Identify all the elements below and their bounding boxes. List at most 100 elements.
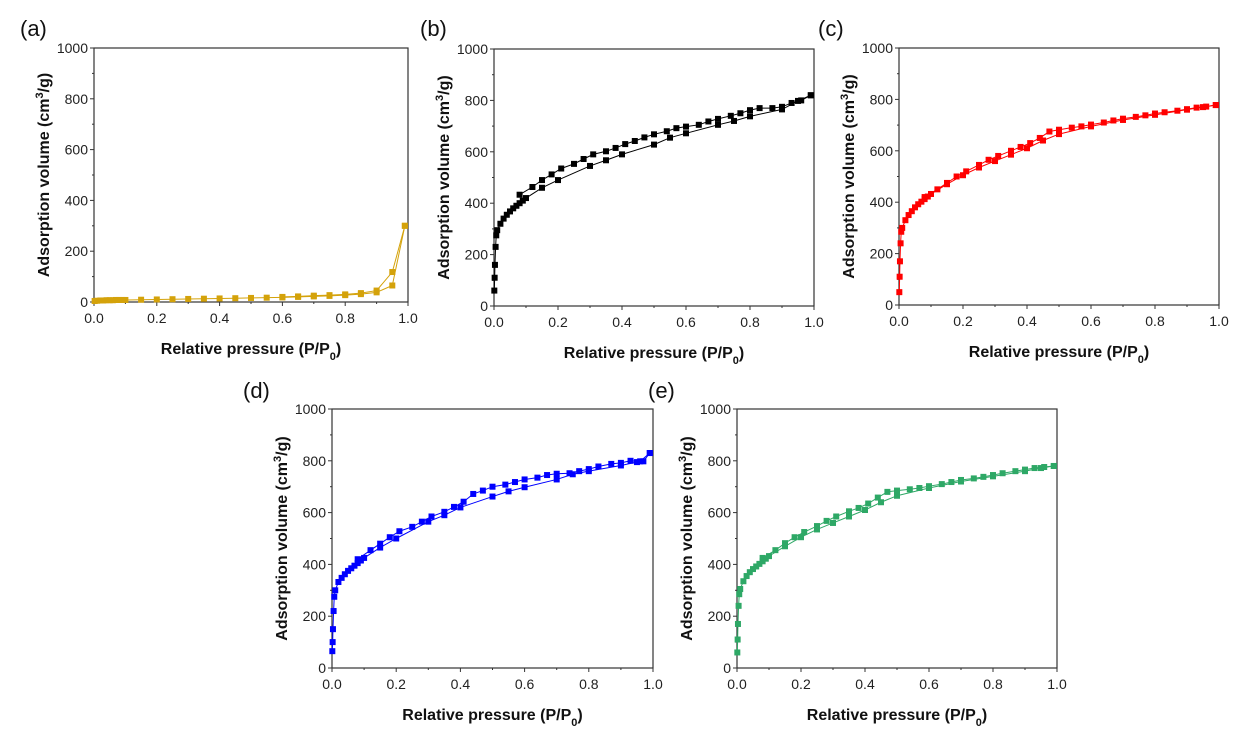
adsorption-point bbox=[329, 626, 336, 633]
adsorption-point bbox=[862, 507, 868, 514]
desorption-point bbox=[386, 534, 393, 541]
desorption-point bbox=[373, 287, 380, 294]
desorption-point bbox=[1110, 117, 1117, 124]
desorption-point bbox=[747, 107, 753, 114]
adsorption-point bbox=[992, 158, 998, 165]
desorption-point bbox=[798, 97, 805, 104]
adsorption-point bbox=[555, 177, 561, 184]
adsorption-point bbox=[332, 587, 339, 594]
desorption-point bbox=[310, 292, 317, 299]
desorption-point bbox=[823, 517, 830, 524]
y-tick-label: 600 bbox=[303, 505, 327, 521]
y-axis-label-main: Adsorption volume (cm bbox=[274, 462, 291, 641]
desorption-point bbox=[553, 470, 560, 477]
adsorption-point bbox=[494, 227, 501, 234]
desorption-line bbox=[282, 225, 406, 298]
x-axis-label-end: ) bbox=[577, 707, 582, 724]
adsorption-point bbox=[735, 602, 742, 609]
adsorption-point bbox=[908, 208, 915, 215]
adsorption-point bbox=[912, 204, 918, 211]
adsorption-point bbox=[491, 287, 498, 294]
x-tick-label: 0.4 bbox=[1017, 313, 1037, 329]
desorption-point bbox=[641, 134, 648, 141]
panel-a: (a) 0.0 0.2 0.4 0.6 0.8 1.0 0 200 400 600 800 1000 Re… bbox=[20, 16, 418, 363]
desorption-point bbox=[576, 468, 583, 475]
x-tick-label: 0.4 bbox=[612, 314, 632, 330]
desorption-point bbox=[558, 165, 565, 172]
desorption-point bbox=[389, 269, 396, 276]
panel-label: (b) bbox=[420, 16, 447, 41]
desorption-point bbox=[566, 470, 573, 477]
desorption-point bbox=[590, 151, 597, 158]
desorption-point bbox=[357, 290, 364, 297]
adsorption-point bbox=[750, 566, 756, 573]
desorption-point bbox=[1203, 103, 1210, 110]
adsorption-point bbox=[523, 195, 529, 202]
adsorption-point bbox=[103, 297, 110, 304]
adsorption-point bbox=[377, 544, 384, 551]
x-tick-label: 0.4 bbox=[855, 676, 875, 692]
desorption-point bbox=[617, 459, 624, 466]
plot-frame bbox=[898, 47, 1220, 306]
desorption-point bbox=[548, 171, 555, 178]
desorption-point bbox=[367, 547, 374, 554]
x-tick-label: 0.8 bbox=[740, 314, 760, 330]
desorption-point bbox=[1022, 466, 1028, 473]
adsorption-line bbox=[493, 94, 812, 291]
desorption-point bbox=[807, 92, 814, 99]
desorption-point bbox=[651, 131, 657, 138]
x-axis-label-sub: 0 bbox=[571, 717, 577, 729]
desorption-point bbox=[1161, 109, 1168, 116]
desorption-point bbox=[756, 105, 763, 112]
adsorption-point bbox=[814, 526, 820, 533]
desorption-point bbox=[489, 483, 496, 490]
adsorption-point bbox=[200, 295, 207, 302]
adsorption-point bbox=[746, 569, 753, 576]
adsorption-point bbox=[740, 578, 747, 585]
x-axis-label: Relative pressure (P/P0) bbox=[564, 345, 744, 367]
panel-c: (c) 0.0 0.2 0.4 0.6 0.8 1.0 0 200 400 600 800 1000 Re… bbox=[818, 16, 1229, 366]
adsorption-point bbox=[169, 296, 176, 303]
y-axis-label-sup: 3 bbox=[34, 92, 46, 98]
adsorption-point bbox=[894, 492, 900, 499]
desorption-point bbox=[673, 125, 680, 132]
plot-frame bbox=[736, 408, 1058, 669]
x-axis-label-sub: 0 bbox=[330, 351, 336, 363]
desorption-point bbox=[779, 103, 785, 110]
y-axis-label-main: Adsorption volume (cm bbox=[679, 462, 696, 641]
adsorption-point bbox=[216, 295, 223, 302]
desorption-point bbox=[926, 483, 932, 490]
desorption-point bbox=[279, 293, 286, 300]
desorption-point bbox=[695, 121, 702, 128]
adsorption-point bbox=[505, 488, 512, 495]
adsorption-point bbox=[640, 458, 647, 465]
y-tick-label: 400 bbox=[303, 556, 327, 572]
x-tick-label: 0.8 bbox=[1145, 313, 1165, 329]
desorption-point bbox=[585, 466, 592, 473]
desorption-point bbox=[874, 494, 881, 501]
desorption-point bbox=[990, 472, 996, 479]
adsorption-point bbox=[513, 202, 520, 209]
adsorption-point bbox=[510, 205, 517, 212]
adsorption-point bbox=[756, 560, 763, 567]
y-tick-label: 0 bbox=[318, 660, 326, 676]
desorption-point bbox=[1120, 115, 1126, 122]
adsorption-point bbox=[232, 295, 239, 302]
x-axis-label-main: Relative pressure (P/P bbox=[564, 345, 733, 362]
desorption-point bbox=[995, 152, 1002, 159]
adsorption-point bbox=[119, 296, 126, 303]
desorption-point bbox=[1008, 147, 1014, 154]
adsorption-point bbox=[393, 535, 400, 542]
x-axis-label-end: ) bbox=[982, 707, 987, 724]
desorption-point bbox=[970, 475, 977, 482]
desorption-point bbox=[1036, 134, 1043, 141]
y-tick-label: 0 bbox=[723, 660, 731, 676]
desorption-point bbox=[1142, 112, 1149, 119]
y-tick-label: 600 bbox=[65, 142, 89, 158]
y-axis-label-sup: 3 bbox=[434, 95, 446, 101]
desorption-point bbox=[715, 115, 721, 122]
y-axis-label-main: Adsorption volume (cm bbox=[36, 98, 53, 277]
y-axis-label-sup: 3 bbox=[839, 94, 851, 100]
adsorption-point bbox=[109, 297, 116, 304]
desorption-point bbox=[441, 508, 448, 515]
